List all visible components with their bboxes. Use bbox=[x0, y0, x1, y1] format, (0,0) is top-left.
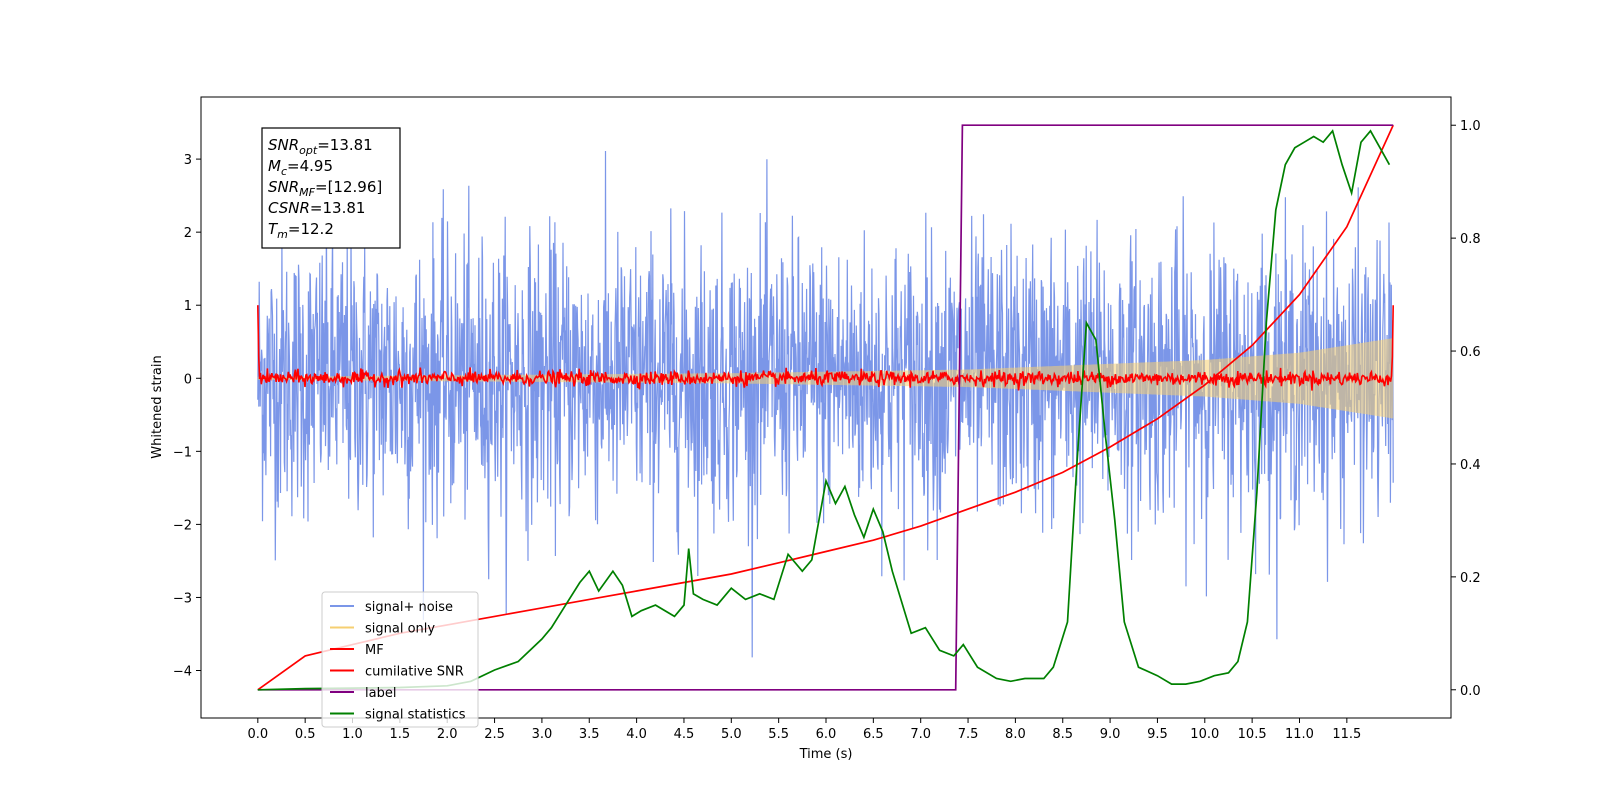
x-tick-label: 1.5 bbox=[390, 727, 411, 742]
info-line: Tm=12.2 bbox=[268, 220, 334, 241]
y-right-tick-label: 0.0 bbox=[1460, 684, 1481, 699]
legend-label-signal-noise: signal+ noise bbox=[365, 600, 453, 615]
y-tick-label: −2 bbox=[173, 518, 192, 533]
x-tick-label: 11.0 bbox=[1285, 727, 1314, 742]
x-tick-label: 1.0 bbox=[342, 727, 363, 742]
y-tick-label: 3 bbox=[184, 153, 192, 168]
legend-label-signal-only: signal only bbox=[365, 622, 435, 637]
signal-noise-series bbox=[257, 150, 1394, 658]
y-axis-right: 0.0 0.2 0.4 0.6 0.8 1.0 bbox=[1451, 119, 1481, 699]
y-tick-label: 2 bbox=[184, 226, 192, 241]
legend: signal+ noise signal only MF cumilative SNR… bbox=[321, 591, 479, 728]
legend-label-label: label bbox=[365, 686, 396, 701]
x-tick-label: 4.0 bbox=[626, 727, 647, 742]
x-tick-label: 6.0 bbox=[816, 727, 837, 742]
x-tick-label: 6.5 bbox=[863, 727, 884, 742]
x-tick-label: 9.0 bbox=[1100, 727, 1121, 742]
y-right-tick-label: 1.0 bbox=[1460, 119, 1481, 134]
y-axis-label: Whitened strain bbox=[150, 355, 165, 458]
x-tick-label: 7.0 bbox=[910, 727, 931, 742]
x-tick-label: 10.0 bbox=[1190, 727, 1219, 742]
legend-frame bbox=[321, 591, 479, 728]
x-tick-label: 7.5 bbox=[958, 727, 979, 742]
x-tick-label: 4.5 bbox=[674, 727, 695, 742]
x-tick-label: 3.5 bbox=[579, 727, 600, 742]
y-right-tick-label: 0.2 bbox=[1460, 571, 1481, 586]
x-tick-label: 0.5 bbox=[295, 727, 316, 742]
info-box: SNRopt=13.81Mc=4.95SNRMF=[12.96]CSNR=13.… bbox=[261, 127, 401, 249]
x-tick-label: 5.0 bbox=[721, 727, 742, 742]
x-tick-label: 11.5 bbox=[1332, 727, 1361, 742]
info-line: Mc=4.95 bbox=[268, 157, 333, 178]
info-line: CSNR=13.81 bbox=[268, 199, 365, 217]
x-tick-label: 8.5 bbox=[1052, 727, 1073, 742]
signal-statistics-series bbox=[257, 129, 1391, 691]
x-tick-label: 5.5 bbox=[768, 727, 789, 742]
x-tick-label: 10.5 bbox=[1238, 727, 1267, 742]
info-box-frame bbox=[261, 127, 401, 249]
x-tick-label: 9.5 bbox=[1147, 727, 1168, 742]
legend-label-mf: MF bbox=[365, 643, 384, 658]
label-series bbox=[257, 124, 1394, 691]
x-tick-label: 8.0 bbox=[1005, 727, 1026, 742]
x-tick-label: 2.5 bbox=[484, 727, 505, 742]
y-axis-left: −4 −3 −2 −1 0 1 2 3 bbox=[173, 153, 201, 680]
y-tick-label: 0 bbox=[184, 372, 192, 387]
x-tick-label: 2.0 bbox=[437, 727, 458, 742]
info-line: SNRMF=[12.96] bbox=[268, 178, 382, 199]
x-tick-label: 0.0 bbox=[247, 727, 268, 742]
y-tick-label: −3 bbox=[173, 591, 192, 606]
legend-label-signal-statistics: signal statistics bbox=[365, 708, 466, 723]
legend-label-cumilative-snr: cumilative SNR bbox=[365, 665, 464, 680]
x-axis: 0.0 0.5 1.0 1.5 2.0 2.5 3.0 3.5 4.0 4.5 5.0 5.5 6.0 6… bbox=[247, 718, 1361, 742]
y-tick-label: 1 bbox=[184, 299, 192, 314]
y-right-tick-label: 0.4 bbox=[1460, 458, 1481, 473]
info-line: SNRopt=13.81 bbox=[268, 136, 373, 157]
x-axis-label: Time (s) bbox=[799, 747, 853, 762]
y-right-tick-label: 0.6 bbox=[1460, 345, 1481, 360]
y-right-tick-label: 0.8 bbox=[1460, 232, 1481, 247]
mf-series bbox=[257, 305, 1394, 391]
x-tick-label: 3.0 bbox=[532, 727, 553, 742]
y-tick-label: −1 bbox=[173, 445, 192, 460]
y-tick-label: −4 bbox=[173, 665, 192, 680]
